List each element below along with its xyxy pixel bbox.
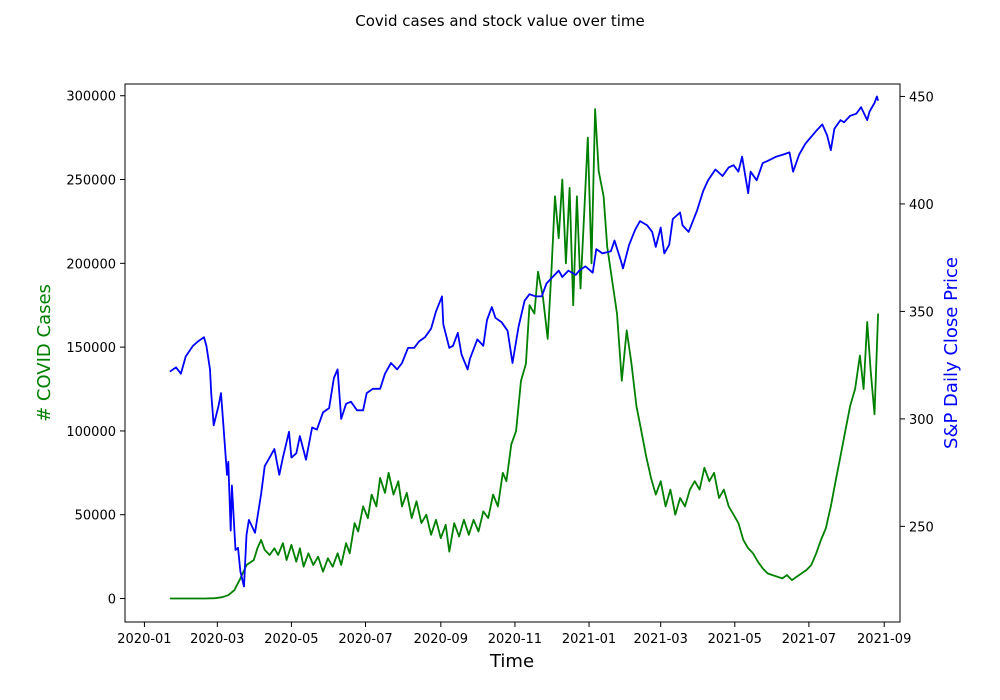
x-tick-label: 2021-09 [857,632,911,647]
y-axis-left: 0 50000 100000 150000 200000 250000 300000 [66,90,125,608]
x-axis-label: Time [489,651,534,672]
x-tick-label: 2021-01 [562,632,616,647]
x-tick-label: 2020-09 [414,632,468,647]
y-axis-label-left: # COVID Cases [34,284,55,422]
x-tick-label: 2020-03 [190,632,244,647]
y-tick-label-right: 250 [909,520,934,535]
x-tick-label: 2021-05 [708,632,762,647]
chart-title: Covid cases and stock value over time [355,12,644,30]
y-tick-label-left: 100000 [66,425,116,440]
x-tick-label: 2021-03 [634,632,688,647]
y-tick-label-right: 350 [909,305,934,320]
x-axis: 2020-01 2020-03 2020-05 2020-07 2020-09 2020-… [117,622,911,647]
y-axis-label-right: S&P Daily Close Price [941,257,962,449]
plot-frame [124,83,901,623]
y-tick-label-left: 0 [108,593,116,608]
x-tick-label: 2021-07 [782,632,836,647]
x-tick-label: 2020-11 [488,632,542,647]
series-layer [169,95,879,600]
x-tick-label: 2020-01 [117,632,171,647]
series-line-covid-cases [169,108,879,600]
y-tick-label-left: 150000 [66,341,116,356]
y-tick-label-left: 200000 [66,257,116,272]
x-tick-label: 2020-07 [338,632,392,647]
y-tick-label-left: 300000 [66,90,116,105]
series-line-sp-close [169,95,879,588]
y-axis-right: 250 300 350 400 450 [900,90,934,535]
x-tick-label: 2020-05 [264,632,318,647]
y-tick-label-right: 450 [909,90,934,105]
y-tick-label-right: 400 [909,198,934,213]
y-tick-label-left: 250000 [66,174,116,189]
y-tick-label-left: 50000 [75,509,116,524]
y-tick-label-right: 300 [909,413,934,428]
